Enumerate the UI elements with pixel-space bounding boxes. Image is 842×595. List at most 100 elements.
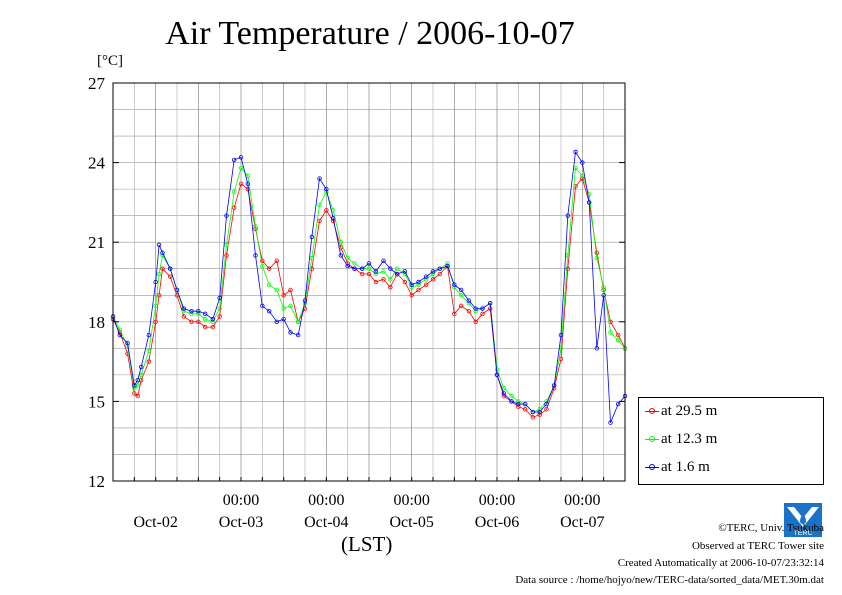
data-point: [309, 255, 315, 261]
data-point: [217, 306, 222, 311]
data-point: [266, 308, 272, 314]
x-time-label: 00:00: [564, 492, 600, 509]
data-point: [253, 224, 258, 229]
data-point: [373, 279, 379, 285]
data-point: [430, 271, 436, 277]
data-point: [416, 279, 421, 285]
data-point: [210, 324, 216, 330]
data-point: [501, 391, 507, 396]
data-point: [196, 311, 201, 317]
data-point: [445, 263, 450, 269]
data-point: [373, 269, 379, 274]
data-point: [430, 277, 436, 282]
data-point: [509, 399, 514, 404]
data-point: [224, 253, 229, 258]
data-point: [416, 287, 421, 293]
data-point: [288, 303, 293, 309]
data-point: [160, 250, 165, 256]
data-point: [266, 282, 272, 287]
data-point: [601, 293, 606, 298]
data-point: [288, 330, 293, 335]
data-point: [317, 176, 322, 181]
data-point: [473, 308, 478, 314]
data-point: [174, 287, 180, 293]
data-point: [156, 271, 162, 277]
data-point: [153, 319, 158, 324]
legend-item: at 12.3 m: [639, 429, 823, 449]
data-point: [423, 277, 429, 282]
data-point: [394, 266, 400, 271]
data-point: [181, 306, 187, 311]
x-date-label: Oct-07: [560, 514, 604, 531]
data-point: [522, 401, 528, 407]
x-time-label: 00:00: [393, 492, 429, 509]
tick-layer: [113, 82, 625, 482]
data-point: [202, 324, 208, 330]
data-point: [409, 293, 414, 298]
data-point: [352, 261, 357, 266]
data-point: [295, 319, 301, 324]
data-point: [224, 242, 229, 248]
series-line-at-29-5-m: [112, 177, 626, 418]
data-point: [345, 263, 350, 269]
data-point: [394, 271, 400, 277]
data-point: [615, 338, 621, 343]
data-point: [458, 287, 464, 293]
data-point: [544, 401, 549, 407]
legend-item: at 29.5 m: [639, 401, 823, 421]
data-point: [274, 258, 280, 263]
legend-marker-at-12-3: [649, 436, 655, 442]
y-tick-label: 21: [88, 233, 105, 252]
data-point: [125, 340, 130, 346]
data-point: [381, 258, 386, 263]
data-point: [466, 298, 472, 303]
data-point: [238, 155, 244, 160]
data-point: [352, 266, 357, 271]
data-point: [608, 420, 613, 425]
data-point: [231, 157, 237, 163]
data-point: [452, 285, 457, 290]
data-point: [224, 213, 229, 218]
grid-layer: [113, 83, 625, 481]
data-point: [317, 218, 322, 224]
data-point: [615, 401, 621, 407]
data-point: [558, 332, 564, 338]
data-point: [196, 319, 201, 324]
data-point: [196, 308, 201, 314]
data-point: [402, 269, 408, 274]
data-point: [359, 271, 365, 277]
data-point: [388, 266, 393, 271]
data-point: [181, 308, 187, 314]
data-point: [594, 346, 600, 351]
data-point: [317, 202, 322, 208]
data-point: [452, 282, 457, 287]
data-point: [156, 242, 162, 248]
data-point: [189, 308, 194, 314]
terc-logo: TERC: [784, 503, 822, 537]
x-axis-unit-label: (LST): [341, 532, 393, 556]
data-point: [509, 393, 514, 399]
axis-label-layer: 12 15 18 21 24 27 00:00 00:00 00:00 00:00 00:00 Oct…: [88, 74, 605, 531]
data-point: [135, 393, 140, 399]
data-point: [132, 385, 137, 391]
data-point: [324, 186, 329, 192]
data-point: [231, 189, 237, 194]
legend-item: at 1.6 m: [639, 457, 823, 477]
y-tick-label: 24: [88, 154, 106, 173]
data-point: [132, 391, 137, 396]
data-point: [551, 383, 557, 388]
x-time-label: 00:00: [479, 492, 515, 509]
data-point: [189, 319, 194, 324]
legend-label-at-12-3: at 12.3 m: [661, 431, 718, 447]
data-point: [338, 253, 344, 258]
data-point: [366, 266, 372, 271]
data-point: [445, 261, 450, 266]
y-tick-label: 12: [88, 472, 105, 491]
data-point: [537, 409, 542, 415]
data-point: [274, 287, 280, 293]
data-point: [544, 407, 549, 412]
data-point: [522, 407, 528, 412]
data-point: [202, 311, 208, 317]
footer-created: Created Automatically at 2006-10-07/23:3…: [617, 557, 824, 569]
data-point: [366, 271, 372, 277]
